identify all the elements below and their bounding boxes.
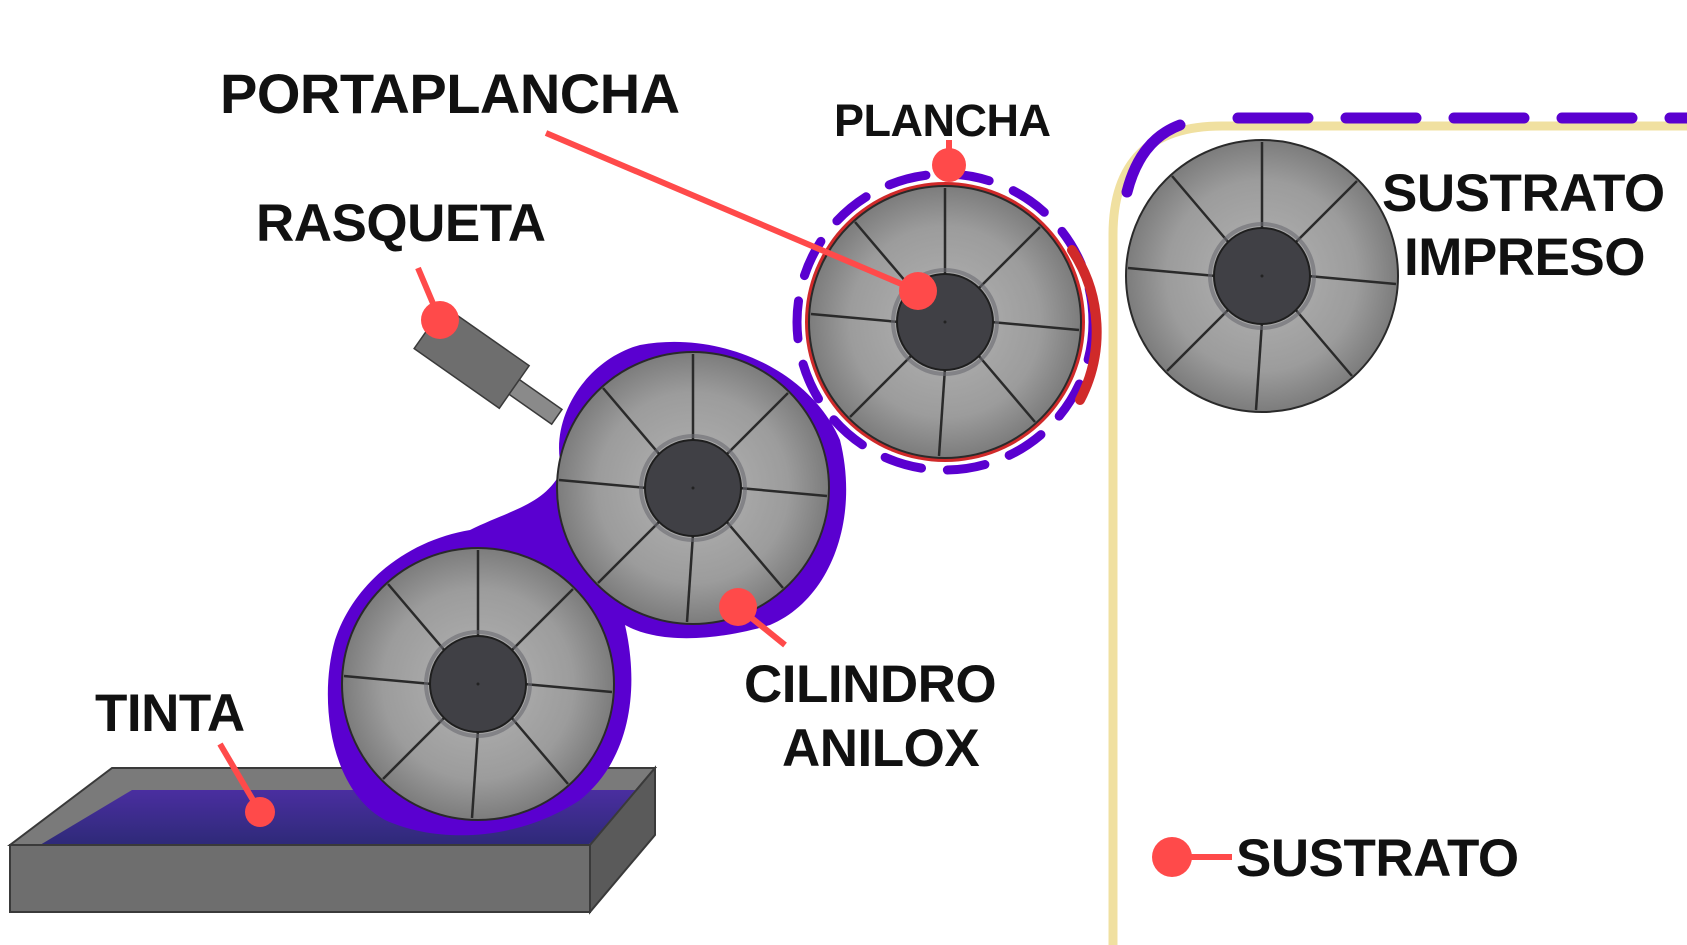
roller-icon: [1124, 138, 1400, 414]
pointer-dot-icon: [719, 588, 757, 626]
pointer-rasqueta: [415, 266, 459, 339]
pointer-dot-icon: [899, 272, 937, 310]
plate-cylinder: [792, 169, 1102, 475]
label-sustrato: SUSTRATO: [1236, 829, 1519, 888]
label-portaplancha: PORTAPLANCHA: [220, 62, 680, 125]
pointer-dot-icon: [932, 148, 966, 182]
pointer-dot-icon: [1152, 837, 1192, 877]
label-sustrato-impreso-line1: SUSTRATO: [1382, 164, 1665, 223]
label-plancha: PLANCHA: [834, 95, 1051, 146]
label-cilindro-anilox-line2: ANILOX: [782, 719, 979, 778]
label-tinta: TINTA: [95, 684, 245, 743]
roller-icon: [340, 546, 616, 822]
printed-ink-dashes: [1121, 119, 1186, 198]
pointer-tinta: [217, 742, 275, 827]
pointer-dot-icon: [421, 301, 459, 339]
label-sustrato-impreso-line2: IMPRESO: [1404, 228, 1645, 287]
roller-icon: [555, 350, 831, 626]
pointer-cilindro-anilox: [719, 588, 787, 648]
pointer-portaplancha: [544, 130, 937, 310]
label-rasqueta: RASQUETA: [256, 194, 545, 253]
pointer-dot-icon: [245, 797, 275, 827]
pointer-plancha: [932, 140, 966, 182]
pointer-sustrato: [1152, 837, 1232, 877]
label-cilindro-anilox-line1: CILINDRO: [744, 655, 996, 714]
